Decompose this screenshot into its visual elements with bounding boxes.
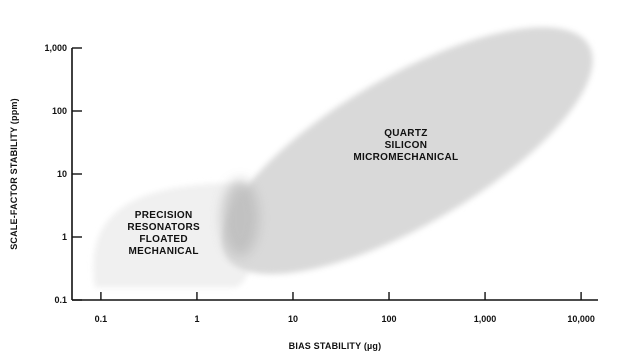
region-label-mechanical: RESONATORS [127,222,200,233]
region-label-micromechanical: MICROMECHANICAL [353,152,458,163]
region-label-mechanical: PRECISION [135,210,193,221]
y-tick-label: 0.1 [54,295,67,305]
axes-layer [71,47,598,301]
x-tick-label: 0.1 [95,314,108,324]
y-tick-label: 1 [62,232,67,242]
region-overlap [221,180,259,256]
region-label-micromechanical: QUARTZ [384,128,427,139]
x-tick-label: 100 [382,314,397,324]
y-tick-label: 10 [57,169,67,179]
x-tick-label: 10,000 [567,314,595,324]
y-tick-label: 100 [52,106,67,116]
labels-layer: 0.1 1 10 100 1,000 10,000 0.1 1 10 100 1,000 BIAS S… [9,43,595,351]
x-tick-label: 10 [288,314,298,324]
region-label-mechanical: FLOATED [139,234,188,245]
x-axis-label: BIAS STABILITY (µg) [289,341,382,351]
x-tick-label: 1 [194,314,199,324]
region-micromechanical [221,26,593,275]
regions-layer [93,26,593,288]
x-tick-label: 1,000 [474,314,497,324]
region-label-mechanical: MECHANICAL [129,246,199,257]
y-tick-label: 1,000 [44,43,67,53]
y-axis-label: SCALE-FACTOR STABILITY (ppm) [9,98,19,250]
region-label-micromechanical: SILICON [385,140,428,151]
